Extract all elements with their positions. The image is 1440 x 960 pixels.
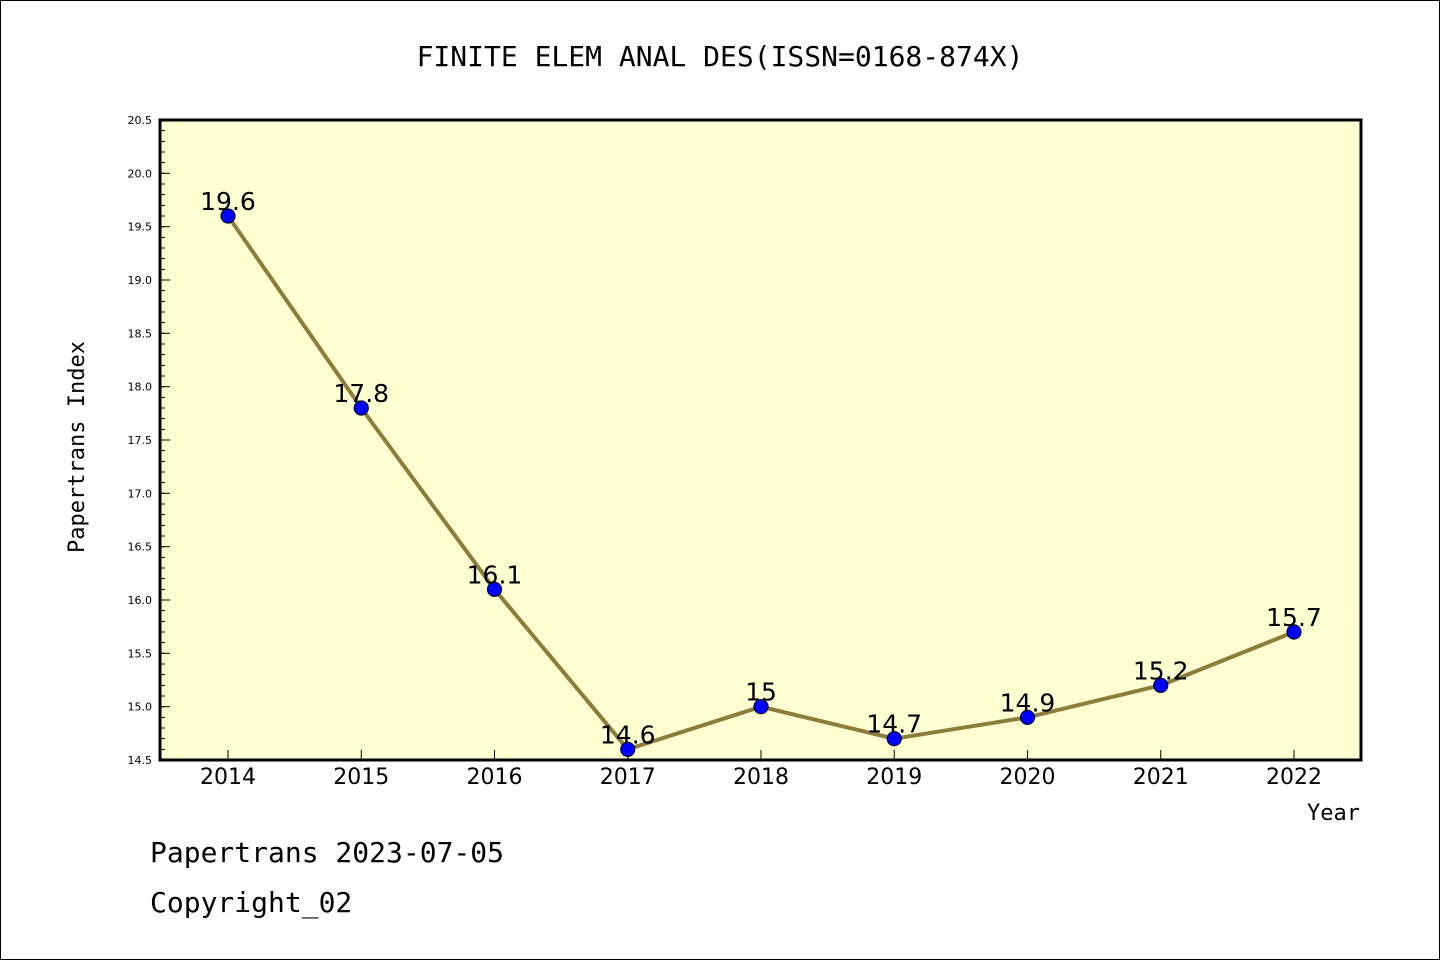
x-tick-label: 2021 bbox=[1133, 765, 1189, 790]
data-label: 14.7 bbox=[866, 710, 922, 739]
data-point bbox=[1153, 677, 1169, 693]
y-tick-label: 18.0 bbox=[128, 381, 153, 394]
data-label: 17.8 bbox=[333, 379, 389, 408]
data-point bbox=[620, 741, 636, 757]
data-point bbox=[220, 208, 236, 224]
y-tick-label: 20.5 bbox=[128, 114, 153, 127]
data-points bbox=[220, 208, 1302, 757]
data-label: 15 bbox=[745, 678, 777, 707]
x-tick-label: 2019 bbox=[866, 765, 922, 790]
x-tick-label: 2018 bbox=[733, 765, 789, 790]
y-tick-label: 14.5 bbox=[128, 754, 153, 767]
data-point bbox=[886, 731, 902, 747]
x-tick-label: 2016 bbox=[467, 765, 523, 790]
footer-copyright: Copyright_02 bbox=[150, 886, 353, 919]
data-labels: 19.6 17.8 16.1 14.6 15 14.7 14.9 15.2 15.7 bbox=[200, 187, 1322, 749]
data-point bbox=[753, 699, 769, 715]
y-tick-label: 20.0 bbox=[128, 167, 153, 180]
y-tick-label: 17.5 bbox=[128, 434, 153, 447]
data-point bbox=[353, 400, 369, 416]
data-label: 14.6 bbox=[600, 720, 656, 749]
data-point bbox=[486, 581, 503, 597]
y-tick-label: 15.0 bbox=[128, 701, 153, 714]
x-axis-ticks: 2014 2015 2016 2017 2018 2019 2020 2021 2022 bbox=[200, 750, 1322, 790]
y-tick-label: 18.5 bbox=[128, 327, 153, 340]
data-label: 16.1 bbox=[467, 560, 523, 589]
y-tick-label: 17.0 bbox=[128, 487, 153, 500]
data-label: 15.7 bbox=[1266, 603, 1322, 632]
x-axis-label: Year bbox=[1307, 801, 1360, 826]
x-tick-label: 2014 bbox=[200, 765, 256, 790]
data-label: 14.9 bbox=[1000, 688, 1056, 717]
y-axis-label: Papertrans Index bbox=[65, 341, 90, 553]
y-tick-label: 15.5 bbox=[128, 647, 153, 660]
y-axis-ticks: 14.5 15.0 15.5 16.0 16.5 17.0 17.5 18.0 18.5 19.0… bbox=[128, 114, 170, 767]
x-tick-label: 2017 bbox=[600, 765, 656, 790]
data-point bbox=[1019, 709, 1036, 725]
x-tick-label: 2022 bbox=[1266, 765, 1322, 790]
x-tick-label: 2020 bbox=[1000, 765, 1056, 790]
data-label: 15.2 bbox=[1133, 656, 1189, 685]
y-tick-label: 19.5 bbox=[128, 221, 153, 234]
y-tick-label: 16.0 bbox=[128, 594, 153, 607]
chart-title: FINITE ELEM ANAL DES(ISSN=0168-874X) bbox=[417, 40, 1024, 73]
plot-border bbox=[158, 118, 1363, 762]
y-tick-label: 19.0 bbox=[128, 274, 153, 287]
plot-area bbox=[160, 120, 1361, 760]
data-label: 19.6 bbox=[200, 187, 256, 216]
footer-date: Papertrans 2023-07-05 bbox=[150, 836, 505, 869]
x-tick-label: 2015 bbox=[333, 765, 389, 790]
data-point bbox=[1286, 624, 1302, 640]
y-tick-label: 16.5 bbox=[128, 541, 153, 554]
